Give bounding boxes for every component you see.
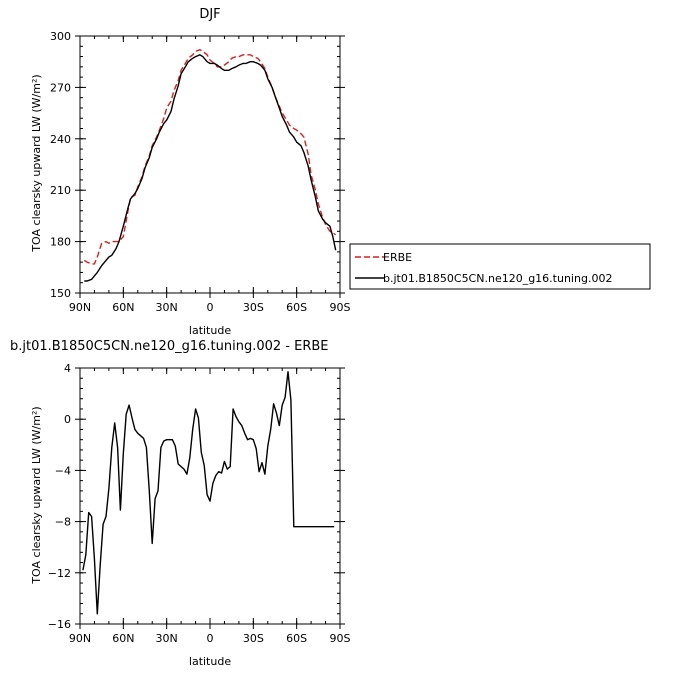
x-tick-label: 60N — [112, 632, 134, 645]
legend-label-model: b.jt01.B1850C5CN.ne120_g16.tuning.002 — [383, 272, 612, 285]
top-plot-frame — [79, 35, 341, 294]
top-title: DJF — [199, 7, 220, 22]
legend-label-erbe: ERBE — [383, 251, 412, 264]
x-tick-label: 30N — [156, 632, 178, 645]
bottom-y-axis-label: TOA clearsky upward LW (W/m²) — [30, 406, 43, 584]
y-tick-label: −16 — [48, 618, 71, 631]
y-tick-label: −4 — [55, 464, 71, 477]
x-tick-label: 60S — [286, 301, 307, 314]
x-tick-label: 60N — [112, 301, 134, 314]
x-tick-label: 90N — [69, 301, 91, 314]
x-tick-label: 0 — [207, 301, 214, 314]
top-series — [83, 49, 337, 282]
y-tick-label: 180 — [50, 236, 71, 249]
y-tick-label: 270 — [50, 81, 71, 94]
top-ticks: 90N 60N 30N 0 30S 60S 90S 150 180 210 240 270 300 — [50, 30, 351, 314]
bottom-series — [82, 371, 335, 615]
bottom-x-axis-label: latitude — [189, 655, 231, 668]
series-line-1-0 — [82, 371, 335, 615]
x-tick-label: 90S — [330, 301, 351, 314]
bottom-ticks: 90N 60N 30N 0 30S 60S 90S −16 −12 −8 −4 0 4 — [48, 362, 351, 645]
y-tick-label: 150 — [50, 287, 71, 300]
y-tick-label: −12 — [48, 567, 71, 580]
series-line-0-1 — [84, 54, 337, 282]
series-line-0-0 — [83, 49, 337, 265]
x-tick-label: 60S — [286, 632, 307, 645]
x-tick-label: 90S — [330, 632, 351, 645]
x-tick-label: 30S — [243, 301, 264, 314]
y-tick-label: 0 — [64, 413, 71, 426]
y-tick-label: 300 — [50, 30, 71, 43]
bottom-panel: b.jt01.B1850C5CN.ne120_g16.tuning.002 - … — [10, 339, 351, 668]
top-y-axis-label: TOA clearsky upward LW (W/m²) — [30, 74, 43, 252]
x-tick-label: 30S — [243, 632, 264, 645]
bottom-title: b.jt01.B1850C5CN.ne120_g16.tuning.002 - … — [10, 339, 329, 354]
y-tick-label: 210 — [50, 184, 71, 197]
y-tick-label: −8 — [55, 516, 71, 529]
x-tick-label: 0 — [207, 632, 214, 645]
y-tick-label: 240 — [50, 133, 71, 146]
x-tick-label: 30N — [156, 301, 178, 314]
top-x-axis-label: latitude — [189, 324, 231, 337]
x-tick-label: 90N — [69, 632, 91, 645]
legend-box — [349, 243, 651, 290]
bottom-plot-frame — [79, 367, 341, 625]
y-tick-label: 4 — [64, 362, 71, 375]
legend: ERBE b.jt01.B1850C5CN.ne120_g16.tuning.0… — [349, 243, 651, 290]
top-panel: DJF TOA clearsky upward LW (W/m²) latitu… — [30, 7, 351, 337]
